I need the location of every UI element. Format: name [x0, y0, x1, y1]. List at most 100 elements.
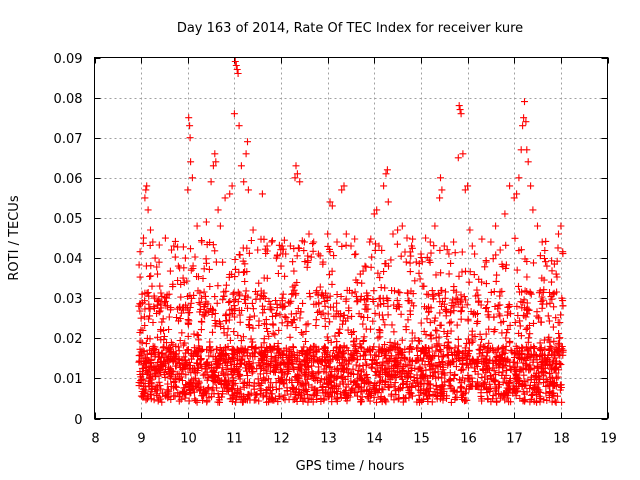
- data-point: [264, 328, 272, 335]
- data-point: [272, 297, 279, 304]
- data-point: [317, 375, 325, 383]
- data-point: [316, 283, 324, 291]
- data-point: [341, 389, 349, 397]
- data-point: [304, 258, 312, 266]
- data-point: [180, 389, 188, 397]
- data-point: [529, 206, 537, 214]
- data-point: [460, 390, 468, 398]
- data-point: [314, 377, 321, 385]
- data-point: [152, 362, 160, 370]
- data-point: [491, 357, 499, 365]
- data-point: [174, 262, 182, 270]
- data-point: [190, 344, 198, 352]
- data-point: [188, 174, 196, 182]
- data-point: [299, 347, 307, 355]
- data-point: [483, 304, 491, 312]
- data-point: [477, 382, 485, 390]
- data-point: [165, 326, 173, 333]
- data-point: [263, 274, 271, 282]
- data-point: [437, 269, 445, 277]
- data-point: [417, 367, 425, 375]
- data-point: [241, 260, 249, 268]
- data-point: [136, 351, 144, 359]
- data-point: [190, 330, 198, 338]
- data-point: [136, 273, 144, 281]
- data-point: [292, 289, 300, 297]
- data-point: [165, 353, 173, 361]
- data-point: [366, 238, 374, 246]
- data-point: [515, 174, 523, 182]
- data-point: [364, 295, 372, 303]
- data-point: [386, 376, 394, 384]
- data-point: [315, 345, 323, 353]
- data-point: [206, 238, 214, 246]
- data-point: [326, 292, 334, 300]
- data-point: [269, 312, 276, 320]
- data-point: [461, 296, 469, 304]
- data-point: [289, 283, 297, 291]
- data-point: [211, 150, 219, 158]
- data-point: [231, 305, 239, 313]
- data-point: [357, 398, 365, 406]
- data-point: [333, 343, 341, 351]
- data-point: [454, 335, 462, 343]
- data-point: [432, 334, 440, 342]
- data-point: [540, 336, 548, 344]
- data-point: [280, 394, 287, 402]
- data-point: [518, 304, 526, 312]
- data-point: [231, 313, 239, 321]
- data-point: [552, 399, 560, 406]
- data-point: [179, 243, 187, 251]
- data-point: [524, 338, 532, 346]
- data-point: [473, 286, 481, 294]
- data-point: [426, 361, 433, 368]
- data-point: [201, 303, 208, 311]
- data-point: [235, 292, 243, 300]
- data-point: [176, 337, 184, 344]
- data-point: [523, 310, 531, 318]
- data-point: [496, 312, 504, 320]
- data-point: [214, 206, 222, 214]
- data-point: [328, 368, 336, 375]
- data-point: [161, 370, 168, 378]
- data-point: [457, 291, 465, 299]
- data-point: [179, 306, 187, 314]
- data-point: [489, 344, 497, 352]
- data-point: [188, 294, 196, 302]
- data-point: [437, 346, 444, 354]
- data-point: [141, 194, 149, 202]
- data-point: [187, 245, 194, 253]
- data-point: [548, 347, 556, 355]
- data-point: [375, 346, 383, 354]
- data-point: [521, 287, 529, 295]
- data-point: [327, 371, 334, 379]
- data-point: [236, 357, 244, 365]
- data-point: [478, 235, 486, 243]
- data-point: [145, 362, 153, 370]
- data-point: [253, 290, 261, 298]
- data-point: [172, 350, 180, 358]
- data-point: [535, 314, 543, 322]
- data-point: [137, 348, 145, 356]
- data-point: [554, 339, 562, 347]
- data-point: [231, 58, 239, 65]
- data-point: [197, 305, 205, 313]
- data-point: [489, 255, 497, 263]
- data-point: [399, 398, 407, 406]
- data-point: [207, 364, 215, 372]
- data-point: [454, 154, 462, 162]
- data-point: [407, 252, 415, 260]
- data-point: [484, 311, 492, 319]
- data-point: [276, 311, 284, 319]
- data-point: [244, 372, 251, 379]
- data-point: [428, 287, 436, 295]
- data-point: [293, 170, 301, 178]
- data-point: [461, 344, 469, 352]
- data-point: [468, 374, 476, 382]
- data-point: [492, 222, 500, 230]
- data-point: [469, 355, 477, 363]
- data-point: [276, 393, 284, 401]
- data-point: [267, 352, 275, 360]
- data-point: [169, 368, 177, 376]
- data-point: [187, 266, 195, 274]
